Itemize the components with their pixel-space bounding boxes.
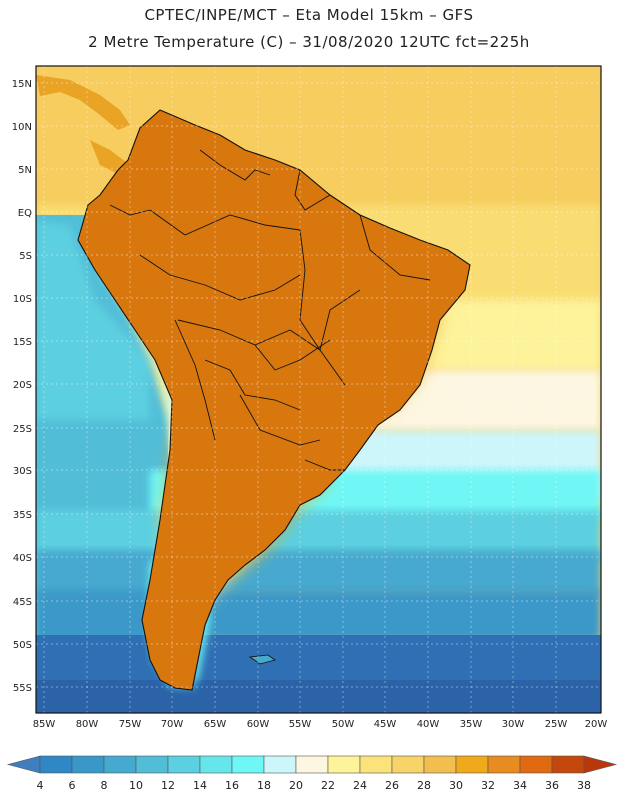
colorbar-label: 10: [129, 779, 143, 792]
lon-tick-label: 60W: [247, 719, 270, 730]
lat-tick-label: 15S: [13, 337, 32, 348]
lon-tick-label: 25W: [545, 719, 568, 730]
colorbar-label: 16: [225, 779, 239, 792]
lon-tick-label: 35W: [460, 719, 483, 730]
colorbar-label: 18: [257, 779, 271, 792]
lon-tick-label: 75W: [119, 719, 142, 730]
colorbar-label: 24: [353, 779, 367, 792]
colorbar-label: 14: [193, 779, 207, 792]
colorbar-swatch: [263, 755, 297, 774]
colorbar-swatch: [167, 755, 201, 774]
colorbar-label: 8: [101, 779, 108, 792]
lon-tick-label: 65W: [204, 719, 227, 730]
lat-tick-label: 10S: [13, 294, 32, 305]
colorbar-label: 22: [321, 779, 335, 792]
latitude-axis: 15N 10N 5N EQ 5S 10S 15S 20S 25S 30S 35S…: [12, 79, 32, 694]
colorbar-swatch: [135, 755, 169, 774]
colorbar-swatch: [327, 755, 361, 774]
colorbar-label: 34: [513, 779, 527, 792]
colorbar-swatch: [551, 755, 585, 774]
lat-tick-label: 35S: [13, 510, 32, 521]
colorbar-label: 36: [545, 779, 559, 792]
colorbar-label: 32: [481, 779, 495, 792]
colorbar-label: 30: [449, 779, 463, 792]
colorbar-swatch: [103, 755, 137, 774]
colorbar-swatch: [71, 755, 105, 774]
longitude-axis: 85W 80W 75W 70W 65W 60W 55W 50W 45W 40W …: [33, 719, 608, 730]
colorbar-label: 4: [37, 779, 44, 792]
lat-tick-label: EQ: [18, 208, 32, 219]
colorbar-swatch: [519, 755, 553, 774]
lat-tick-label: 45S: [13, 597, 32, 608]
lon-tick-label: 20W: [585, 719, 608, 730]
country-borders: [77, 109, 471, 691]
graticule: [36, 66, 601, 713]
map-frame: [35, 65, 602, 714]
lon-tick-label: 45W: [374, 719, 397, 730]
lat-tick-label: 10N: [12, 122, 32, 133]
lat-tick-label: 40S: [13, 553, 32, 564]
lat-tick-label: 5S: [19, 251, 32, 262]
lon-tick-label: 85W: [33, 719, 56, 730]
lat-tick-label: 15N: [12, 79, 32, 90]
colorbar-swatch: [455, 755, 489, 774]
lat-tick-label: 55S: [13, 683, 32, 694]
lon-tick-label: 50W: [332, 719, 355, 730]
colorbar-swatch: [391, 755, 425, 774]
lon-tick-label: 55W: [289, 719, 312, 730]
lat-tick-label: 50S: [13, 640, 32, 651]
colorbar-label: 6: [69, 779, 76, 792]
map-title-line1: CPTEC/INPE/MCT – Eta Model 15km – GFS: [144, 6, 474, 24]
lat-tick-label: 30S: [13, 466, 32, 477]
colorbar-swatch: [231, 755, 265, 774]
colorbar-swatch: [39, 755, 73, 774]
lon-tick-label: 30W: [502, 719, 525, 730]
colorbar-label: 20: [289, 779, 303, 792]
colorbar-high-arrow: [583, 755, 618, 774]
colorbar-label: 12: [161, 779, 175, 792]
lon-tick-label: 80W: [76, 719, 99, 730]
colorbar-swatch: [423, 755, 457, 774]
colorbar-label: 28: [417, 779, 431, 792]
colorbar-low-arrow: [6, 755, 41, 774]
colorbar-label: 38: [577, 779, 591, 792]
colorbar-swatch: [295, 755, 329, 774]
colorbar-swatch: [199, 755, 233, 774]
central-america-shape: [36, 75, 130, 130]
lon-tick-label: 40W: [417, 719, 440, 730]
lon-tick-label: 70W: [161, 719, 184, 730]
colorbar-label: 26: [385, 779, 399, 792]
colorbar-swatch: [487, 755, 521, 774]
colorbar-swatch: [359, 755, 393, 774]
colorbar: 4 6 8 10 12 14 16 18 20 22 24 26 28 30 32 34 36 38: [6, 755, 618, 792]
lat-tick-label: 20S: [13, 380, 32, 391]
lat-tick-label: 5N: [18, 165, 32, 176]
map-title-line2: 2 Metre Temperature (C) – 31/08/2020 12U…: [88, 33, 530, 51]
lat-tick-label: 25S: [13, 424, 32, 435]
